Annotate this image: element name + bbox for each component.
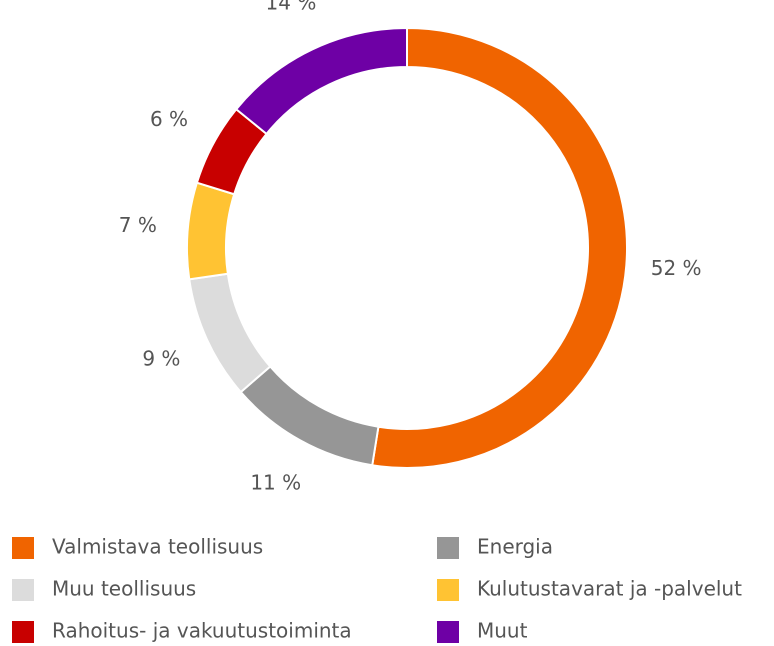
legend-label: Energia xyxy=(477,535,553,559)
legend-label: Rahoitus- ja vakuutustoiminta xyxy=(52,619,352,643)
value-label: 52 % xyxy=(651,256,702,280)
legend-swatch xyxy=(437,579,459,601)
legend-swatch xyxy=(12,537,34,559)
legend-label: Valmistava teollisuus xyxy=(52,535,263,559)
value-label: 6 % xyxy=(150,107,188,131)
value-label: 7 % xyxy=(119,213,157,237)
donut-segment xyxy=(239,365,380,467)
legend-label: Kulutustavarat ja -palvelut xyxy=(477,577,742,601)
legend-swatch xyxy=(12,621,34,643)
legend-swatch xyxy=(437,537,459,559)
value-label: 9 % xyxy=(142,347,180,371)
donut-segment xyxy=(188,272,272,394)
legend-label: Muut xyxy=(477,619,528,643)
legend-label: Muu teollisuus xyxy=(52,577,196,601)
donut-segment xyxy=(186,181,236,281)
legend-swatch xyxy=(12,579,34,601)
value-label: 14 % xyxy=(266,0,317,15)
value-label: 11 % xyxy=(250,470,301,494)
donut-segment xyxy=(234,26,408,136)
donut-segment xyxy=(371,26,628,469)
legend-swatch xyxy=(437,621,459,643)
